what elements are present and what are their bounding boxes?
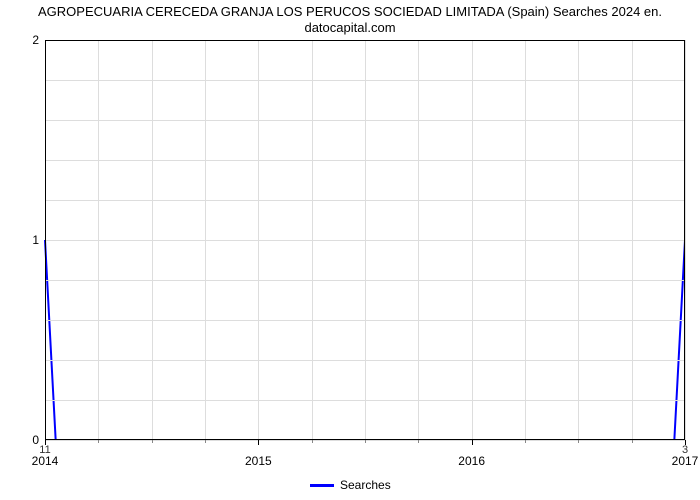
chart-title: AGROPECUARIA CERECEDA GRANJA LOS PERUCOS… bbox=[0, 4, 700, 37]
x-minor-tick bbox=[418, 440, 419, 443]
x-minor-tick bbox=[98, 440, 99, 443]
gridline-v bbox=[152, 40, 153, 440]
x-tick-label: 2017 bbox=[672, 454, 699, 468]
y-tick-label: 1 bbox=[32, 233, 39, 247]
x-minor-tick bbox=[312, 440, 313, 443]
gridline-v bbox=[312, 40, 313, 440]
legend-swatch bbox=[310, 484, 334, 487]
plot-area: 0122014201520162017113 bbox=[45, 40, 685, 440]
gridline-v bbox=[418, 40, 419, 440]
gridline-v bbox=[205, 40, 206, 440]
point-label: 3 bbox=[682, 444, 688, 456]
gridline-v bbox=[685, 40, 686, 440]
x-minor-tick bbox=[632, 440, 633, 443]
x-major-tick bbox=[258, 440, 259, 445]
gridline-v bbox=[45, 40, 46, 440]
x-minor-tick bbox=[365, 440, 366, 443]
x-minor-tick bbox=[578, 440, 579, 443]
x-minor-tick bbox=[205, 440, 206, 443]
x-tick-label: 2014 bbox=[32, 454, 59, 468]
y-tick-label: 0 bbox=[32, 433, 39, 447]
x-tick-label: 2016 bbox=[458, 454, 485, 468]
gridline-v bbox=[525, 40, 526, 440]
x-major-tick bbox=[472, 440, 473, 445]
x-minor-tick bbox=[525, 440, 526, 443]
gridline-v bbox=[258, 40, 259, 440]
y-tick-label: 2 bbox=[32, 33, 39, 47]
gridline-v bbox=[365, 40, 366, 440]
legend-label: Searches bbox=[340, 478, 391, 492]
chart-container: AGROPECUARIA CERECEDA GRANJA LOS PERUCOS… bbox=[0, 0, 700, 500]
x-minor-tick bbox=[152, 440, 153, 443]
gridline-v bbox=[98, 40, 99, 440]
x-tick-label: 2015 bbox=[245, 454, 272, 468]
legend: Searches bbox=[310, 478, 391, 492]
gridline-v bbox=[632, 40, 633, 440]
point-label: 11 bbox=[39, 444, 50, 456]
gridline-v bbox=[472, 40, 473, 440]
gridline-v bbox=[578, 40, 579, 440]
